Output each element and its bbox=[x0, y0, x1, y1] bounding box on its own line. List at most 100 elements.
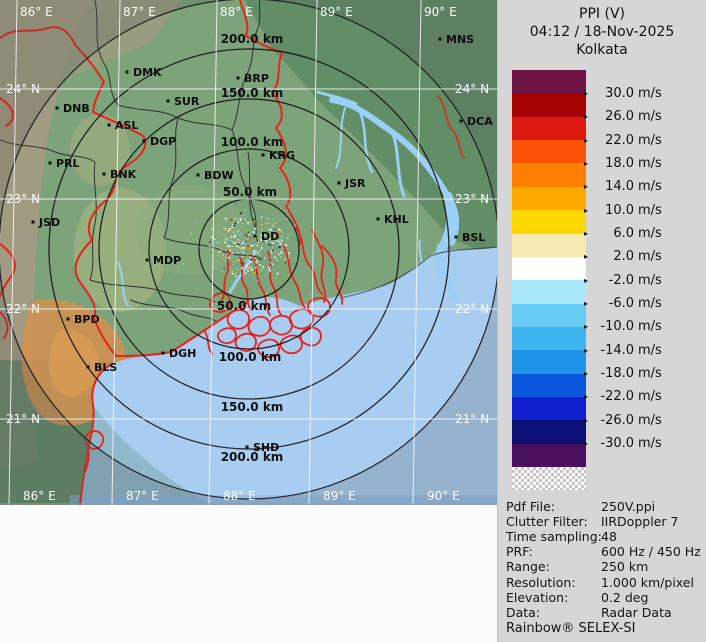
legend-band-3 bbox=[512, 140, 586, 164]
legend-unit: m/s bbox=[638, 249, 662, 265]
longitude-label-bottom: 87° E bbox=[126, 489, 159, 503]
city-label-DCA: DCA bbox=[467, 115, 493, 128]
legend-tick-label: ▸ -14.0 m/s bbox=[584, 342, 704, 358]
city-label-DGP: DGP bbox=[150, 135, 176, 148]
city-label-DD: DD bbox=[261, 230, 279, 243]
legend-unit: m/s bbox=[638, 225, 662, 241]
legend-tick-value: 22.0 bbox=[605, 132, 635, 148]
latitude-label-right: 22° N bbox=[455, 302, 489, 316]
legend-tick-marker: ▸ bbox=[584, 228, 589, 238]
legend-tick-value: -14.0 bbox=[600, 342, 635, 358]
legend-tick-marker: ▸ bbox=[584, 158, 589, 168]
metadata-value: 48 bbox=[601, 529, 617, 545]
legend-tick-label: ▸ 6.0 m/s bbox=[584, 225, 704, 241]
city-marker-JSD bbox=[31, 220, 35, 224]
longitude-label-bottom: 90° E bbox=[427, 489, 460, 503]
metadata-label: Time sampling: bbox=[506, 529, 602, 545]
legend-band-12 bbox=[512, 350, 586, 374]
legend-band-8 bbox=[512, 256, 586, 281]
latitude-label-left: 21° N bbox=[6, 412, 40, 426]
city-marker-MDP bbox=[145, 258, 149, 262]
metadata-row: Elevation: 0.2 deg bbox=[506, 590, 704, 605]
range-ring-label: 150.0 km bbox=[221, 86, 284, 100]
city-marker-BPD bbox=[66, 317, 70, 321]
radar-map-canvas: 86° E 86° E 87° E 87° E 88° E 88° E 89° E 89° E… bbox=[0, 0, 500, 506]
legend-tick-marker: ▸ bbox=[584, 275, 589, 285]
legend-band-9 bbox=[512, 280, 586, 304]
metadata-row: Pdf File: 250V.ppi bbox=[506, 499, 704, 514]
legend-band-1 bbox=[512, 93, 586, 117]
latitude-label-right: 21° N bbox=[455, 412, 489, 426]
longitude-label-top: 89° E bbox=[320, 5, 353, 19]
city-marker-JSR bbox=[337, 181, 341, 185]
range-ring-label: 150.0 km bbox=[221, 400, 284, 414]
city-marker-MNS bbox=[438, 37, 442, 41]
station-name: Kolkata bbox=[576, 42, 628, 58]
metadata-value: 250V.ppi bbox=[601, 499, 656, 514]
metadata-label: Elevation: bbox=[506, 589, 569, 605]
city-marker-BLS bbox=[86, 365, 90, 369]
legend-unit: m/s bbox=[638, 202, 662, 218]
legend-unit: m/s bbox=[638, 296, 662, 312]
city-marker-DCA bbox=[459, 119, 463, 123]
latitude-label-left: 23° N bbox=[6, 192, 40, 206]
city-label-MDP: MDP bbox=[153, 254, 181, 267]
legend-tick-label: ▸ -30.0 m/s bbox=[584, 436, 704, 452]
legend-tick-value: -18.0 bbox=[600, 366, 635, 382]
product-header: PPI (V) 04:12 / 18-Nov-2025 Kolkata bbox=[498, 5, 706, 59]
legend-tick-marker: ▸ bbox=[584, 392, 589, 402]
legend-tick-label: ▸ -10.0 m/s bbox=[584, 319, 704, 335]
legend-tick-marker: ▸ bbox=[584, 415, 589, 425]
legend-tick-label: ▸ 30.0 m/s bbox=[584, 85, 704, 101]
latitude-label-right: 23° N bbox=[455, 192, 489, 206]
legend-tick-marker: ▸ bbox=[584, 135, 589, 145]
legend-band-4 bbox=[512, 163, 586, 187]
legend-tick-label: ▸ -2.0 m/s bbox=[584, 272, 704, 288]
metadata-label: Range: bbox=[506, 559, 550, 575]
software-brand: Rainbow® SELEX-SI bbox=[506, 621, 636, 636]
legend-tick-marker: ▸ bbox=[584, 182, 589, 192]
legend-tick-value: 18.0 bbox=[605, 155, 635, 171]
city-marker-DD bbox=[253, 234, 257, 238]
longitude-label-top: 87° E bbox=[123, 5, 156, 19]
legend-tick-label: ▸ 22.0 m/s bbox=[584, 132, 704, 148]
legend-tick-value: 6.0 bbox=[613, 225, 635, 241]
legend-tick-value: -2.0 bbox=[608, 272, 635, 288]
legend-unit: m/s bbox=[638, 389, 662, 405]
legend-tick-marker: ▸ bbox=[584, 205, 589, 215]
legend-tick-value: 30.0 bbox=[605, 85, 635, 101]
no-data-swatch bbox=[512, 467, 586, 490]
metadata-label: Pdf File: bbox=[506, 499, 555, 514]
longitude-label-top: 86° E bbox=[20, 5, 53, 19]
city-marker-DMK bbox=[125, 70, 129, 74]
legend-tick-value: 26.0 bbox=[605, 109, 635, 125]
legend-tick-label: ▸ 10.0 m/s bbox=[584, 202, 704, 218]
legend-tick-marker: ▸ bbox=[584, 299, 589, 309]
city-label-BPD: BPD bbox=[74, 313, 100, 326]
metadata-value: IIRDoppler 7 bbox=[601, 514, 679, 530]
out-of-range-mask bbox=[0, 0, 500, 505]
velocity-colorbar bbox=[512, 70, 586, 468]
graticule-layer bbox=[0, 0, 497, 506]
legend-tick-label: ▸ 18.0 m/s bbox=[584, 155, 704, 171]
city-marker-DGH bbox=[161, 351, 165, 355]
metadata-row: Clutter Filter: IIRDoppler 7 bbox=[506, 514, 704, 529]
city-label-SHD: SHD bbox=[253, 441, 279, 454]
legend-tick-value: -10.0 bbox=[600, 319, 635, 335]
legend-tick-marker: ▸ bbox=[584, 345, 589, 355]
range-ring-label: 50.0 km bbox=[223, 185, 277, 199]
city-marker-KRG bbox=[261, 153, 265, 157]
city-label-DNB: DNB bbox=[63, 102, 90, 115]
city-label-BLS: BLS bbox=[94, 361, 117, 374]
longitude-label-top: 88° E bbox=[220, 5, 253, 19]
legend-tick-label: ▸ 2.0 m/s bbox=[584, 249, 704, 265]
legend-band-15 bbox=[512, 420, 586, 444]
range-ring-label: 50.0 km bbox=[217, 299, 271, 313]
city-label-BDW: BDW bbox=[204, 169, 234, 182]
radar-echo-layer bbox=[183, 201, 297, 294]
legend-unit: m/s bbox=[638, 319, 662, 335]
city-label-MNS: MNS bbox=[446, 33, 474, 46]
legend-band-5 bbox=[512, 186, 586, 211]
map-label-layer: 86° E 86° E 87° E 87° E 88° E 88° E 89° E 89° E… bbox=[6, 5, 493, 503]
